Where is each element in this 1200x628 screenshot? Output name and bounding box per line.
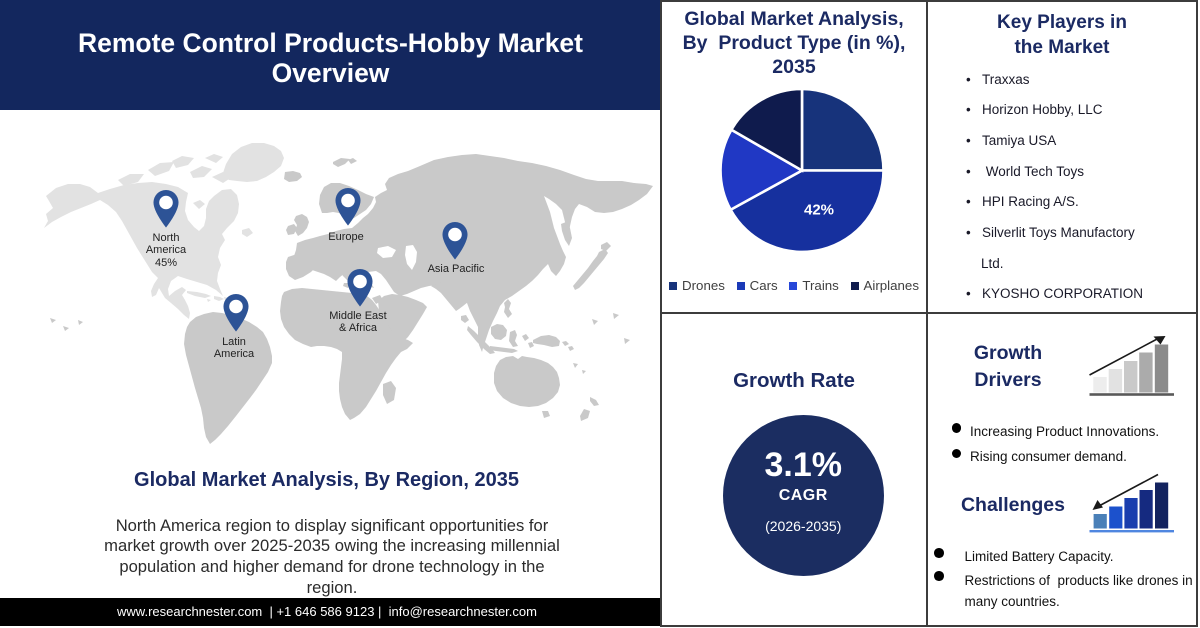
- svg-text:42%: 42%: [804, 202, 834, 219]
